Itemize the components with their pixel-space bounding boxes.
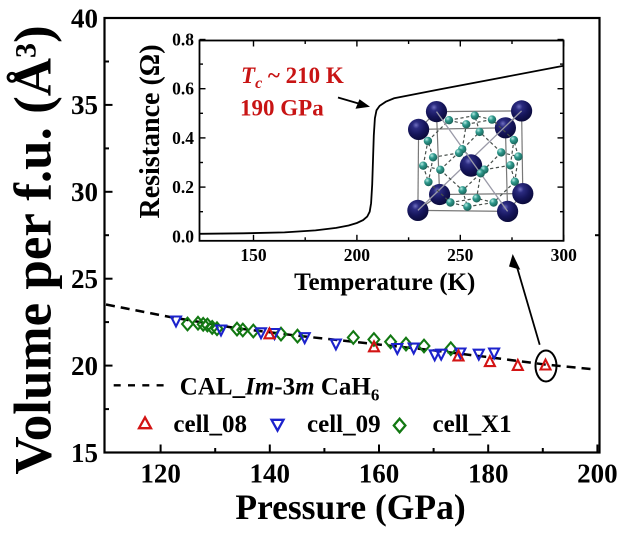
svg-text:cell_09: cell_09	[307, 411, 381, 438]
svg-text:Resistance (Ω): Resistance (Ω)	[135, 44, 166, 218]
svg-text:30: 30	[71, 177, 98, 207]
svg-text:200: 200	[344, 245, 371, 265]
svg-text:cell_X1: cell_X1	[433, 411, 512, 438]
svg-text:300: 300	[551, 245, 578, 265]
svg-text:0.6: 0.6	[172, 79, 194, 99]
svg-text:0.0: 0.0	[172, 226, 194, 246]
svg-text:180: 180	[468, 459, 509, 489]
svg-text:35: 35	[71, 90, 98, 120]
svg-text:15: 15	[71, 438, 98, 468]
svg-text:0.2: 0.2	[172, 177, 194, 197]
svg-text:Tc ~ 210 K: Tc ~ 210 K	[241, 63, 344, 92]
svg-text:0.4: 0.4	[172, 128, 194, 148]
svg-text:cell_08: cell_08	[173, 411, 247, 438]
svg-text:150: 150	[240, 245, 267, 265]
svg-text:0.8: 0.8	[172, 30, 194, 50]
svg-text:Volume per f.u. (Å3): Volume per f.u. (Å3)	[5, 25, 63, 474]
svg-text:Pressure (GPa): Pressure (GPa)	[235, 487, 465, 527]
svg-text:140: 140	[250, 459, 291, 489]
svg-text:Temperature (K): Temperature (K)	[294, 269, 475, 296]
svg-text:190 GPa: 190 GPa	[240, 96, 324, 121]
svg-text:160: 160	[359, 459, 400, 489]
svg-text:25: 25	[71, 264, 98, 294]
svg-text:CAL_Im-3m CaH6: CAL_Im-3m CaH6	[180, 374, 380, 405]
svg-text:40: 40	[71, 3, 98, 33]
svg-text:250: 250	[447, 245, 474, 265]
svg-text:20: 20	[71, 351, 98, 381]
svg-text:120: 120	[140, 459, 181, 489]
svg-text:200: 200	[577, 459, 618, 489]
